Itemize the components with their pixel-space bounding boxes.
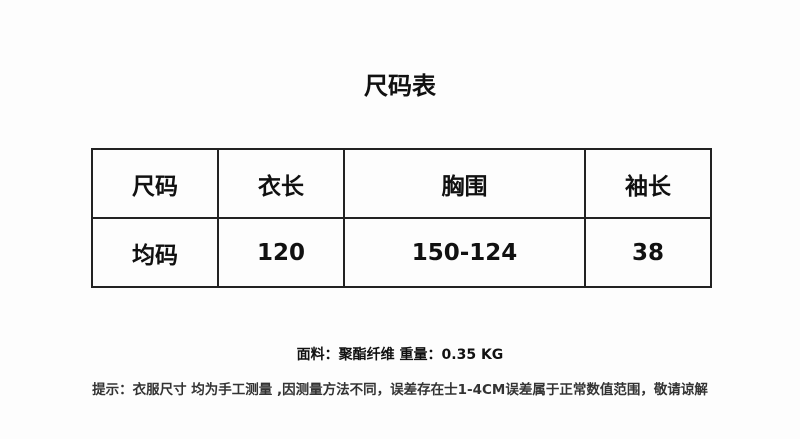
material-info: 面料：聚酯纤维 重量：0.35 KG <box>296 347 504 363</box>
page-title: 尺码表 <box>364 72 436 100</box>
table-cell: 150-124 <box>343 217 586 288</box>
size-table: 尺码 衣长 胸围 袖长 均码 120 150-124 38 <box>91 148 712 288</box>
measurement-tip: 提示：衣服尺寸 均为手工测量 ,因测量方法不同，误差存在士1-4CM误差属于正常… <box>92 382 708 398</box>
header-cell: 袖长 <box>584 148 712 219</box>
table-cell: 均码 <box>91 217 219 288</box>
table-cell: 38 <box>584 217 712 288</box>
header-cell: 衣长 <box>217 148 345 219</box>
header-cell: 胸围 <box>343 148 586 219</box>
header-cell: 尺码 <box>91 148 219 219</box>
table-row: 均码 120 150-124 38 <box>91 217 712 288</box>
table-header-row: 尺码 衣长 胸围 袖长 <box>91 148 712 219</box>
table-cell: 120 <box>217 217 345 288</box>
